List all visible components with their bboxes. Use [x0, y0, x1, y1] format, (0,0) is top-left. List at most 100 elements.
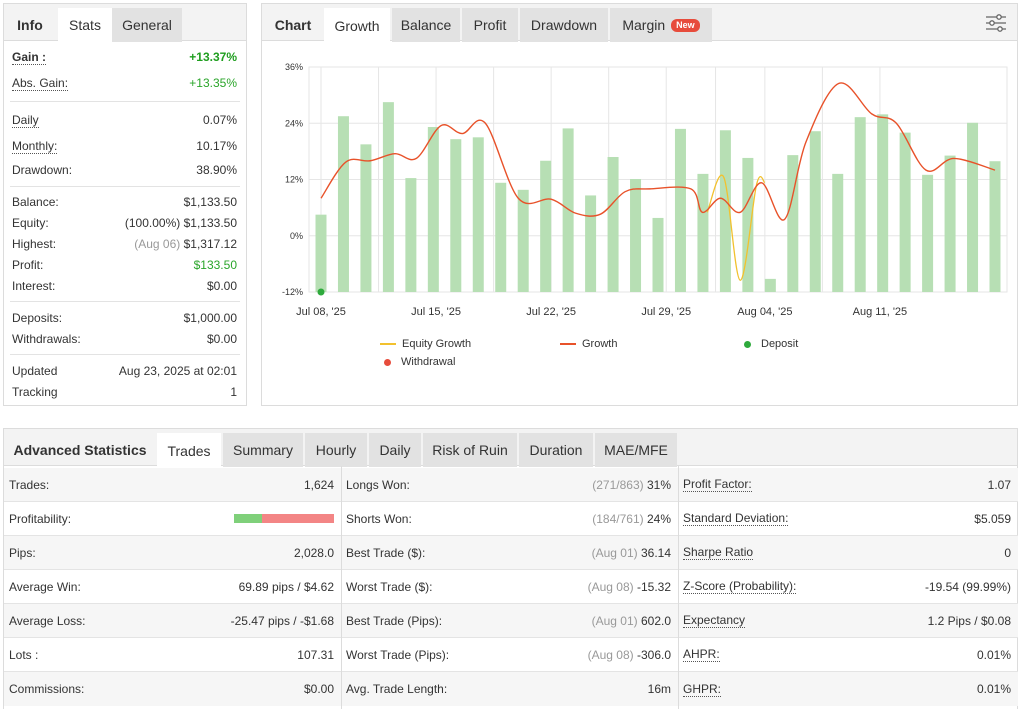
tab-hourly[interactable]: Hourly [305, 433, 367, 467]
tab-stats[interactable]: Stats [58, 8, 112, 42]
shorts-won-value: 24% [646, 511, 671, 526]
tab-trades[interactable]: Trades [157, 433, 221, 468]
chart-bar [607, 157, 619, 292]
new-badge: New [671, 18, 700, 32]
advanced-title: Advanced Statistics [13, 442, 147, 458]
tab-mae-mfe[interactable]: MAE/MFE [595, 433, 677, 467]
stats-tabbar: Info Stats General [4, 4, 246, 42]
equity-growth-line [706, 174, 766, 281]
profitability-bar [234, 514, 334, 523]
chart-bar [315, 214, 327, 292]
table-row: Sharpe Ratio 0 [678, 536, 1018, 570]
tab-chart[interactable]: Chart [274, 17, 312, 33]
longs-won-value-group: (271/863) 31% [592, 478, 671, 492]
tab-drawdown[interactable]: Drawdown [520, 8, 608, 42]
tab-summary[interactable]: Summary [223, 433, 303, 467]
stats-panel: Info Stats General Gain : +13.37% Abs. G… [3, 3, 247, 406]
standard-deviation-label[interactable]: Standard Deviation: [683, 511, 789, 526]
table-row: GHPR: 0.01% [678, 672, 1018, 706]
z-score-value: -19.54 (99.99%) [924, 579, 1011, 594]
chart-bar [630, 179, 642, 292]
commissions-label: Commissions: [9, 682, 85, 696]
profit-factor-label[interactable]: Profit Factor: [683, 477, 752, 492]
tab-general[interactable]: General [112, 8, 182, 42]
interest-value: $0.00 [206, 279, 237, 293]
chart-bar [382, 102, 394, 292]
highest-date: (Aug 06) [134, 237, 181, 251]
chart-panel: Chart Growth Balance Profit Drawdown Mar… [261, 3, 1018, 406]
chart-bar [652, 217, 664, 292]
pips-value: 2,028.0 [293, 545, 334, 560]
withdrawal-legend-label: Withdrawal [401, 356, 456, 368]
equity-percent: (100.00%) [124, 216, 181, 230]
drawdown-label: Drawdown: [12, 163, 73, 177]
expectancy-value: 1.2 Pips / $0.08 [927, 613, 1011, 628]
abs-gain-value: +13.35% [189, 76, 237, 90]
chart-bar [944, 155, 956, 292]
best-trade-usd-value: 36.14 [640, 545, 671, 560]
legend-withdrawal[interactable]: Withdrawal [380, 356, 455, 368]
tab-risk-of-ruin[interactable]: Risk of Ruin [423, 433, 517, 467]
shorts-won-label: Shorts Won: [346, 511, 412, 526]
best-trade-pips-group: (Aug 01) 602.0 [592, 614, 671, 628]
abs-gain-label[interactable]: Abs. Gain: [12, 75, 69, 91]
tab-growth[interactable]: Growth [324, 8, 390, 43]
deposits-value: $1,000.00 [183, 311, 237, 325]
stat-balance: Balance: $1,133.50 [12, 192, 237, 212]
best-trade-pips-date: (Aug 01) [591, 613, 638, 628]
chart-bar [360, 144, 372, 292]
table-row: Best Trade (Pips): (Aug 01) 602.0 [341, 604, 678, 638]
tab-margin[interactable]: Margin New [610, 8, 712, 42]
lots-label: Lots : [9, 647, 39, 662]
stat-deposits: Deposits: $1,000.00 [12, 308, 237, 328]
commissions-value: $0.00 [303, 682, 334, 696]
daily-label[interactable]: Daily [12, 112, 39, 128]
tab-profit[interactable]: Profit [462, 8, 518, 42]
monthly-label[interactable]: Monthly: [12, 138, 58, 154]
stat-gain: Gain : +13.37% [12, 47, 237, 67]
highest-value: $1,317.12 [183, 237, 237, 251]
chart-bar [719, 130, 731, 292]
tab-balance[interactable]: Balance [392, 8, 460, 42]
chart-bar [337, 116, 349, 292]
average-win-label: Average Win: [9, 579, 81, 594]
longs-won-count: (271/863) [592, 477, 644, 492]
tab-duration[interactable]: Duration [519, 433, 593, 467]
chart-settings-icon[interactable] [985, 14, 1007, 32]
table-row: Average Win: 69.89 pips / $4.62 [4, 570, 341, 604]
chart-bar [697, 173, 709, 292]
chart-bar [787, 155, 799, 292]
growth-line [320, 82, 996, 221]
gain-label[interactable]: Gain : [12, 49, 47, 65]
trades-label: Trades: [9, 477, 50, 492]
stat-drawdown: Drawdown: 38.90% [12, 160, 237, 180]
stat-tracking: Tracking 1 [12, 382, 237, 402]
ahpr-label[interactable]: AHPR: [683, 647, 720, 662]
chart-bar [742, 157, 754, 292]
longs-won-value: 31% [646, 477, 671, 492]
sharpe-ratio-label[interactable]: Sharpe Ratio [683, 545, 754, 560]
chart-bar [832, 173, 844, 292]
legend-growth[interactable]: Growth [560, 338, 617, 350]
legend-deposit[interactable]: Deposit [740, 338, 798, 350]
y-tick-label: 0% [290, 231, 303, 241]
chart-bar [562, 128, 574, 292]
ghpr-label[interactable]: GHPR: [683, 681, 722, 697]
worst-trade-usd-label: Worst Trade ($): [346, 579, 433, 594]
growth-chart: 36% 24% 12% 0% -12% Jul 08, '25 Jul 15, '25 Jul… [282, 62, 1008, 318]
table-row: Average Loss: -25.47 pips / -$1.68 [4, 604, 341, 638]
average-win-value: 69.89 pips / $4.62 [238, 579, 334, 594]
legend-equity-growth[interactable]: Equity Growth [380, 338, 471, 350]
x-tick-label: Aug 04, '25 [737, 306, 792, 318]
best-trade-pips-label: Best Trade (Pips): [346, 613, 443, 628]
table-row: Commissions: $0.00 [4, 672, 341, 706]
table-row: Avg. Trade Length: 16m [341, 672, 678, 706]
sharpe-ratio-value: 0 [1004, 545, 1011, 560]
profitability-loss-segment [262, 514, 334, 523]
expectancy-label[interactable]: Expectancy [683, 613, 746, 628]
tab-daily[interactable]: Daily [369, 433, 421, 467]
stat-highest: Highest: (Aug 06) $1,317.12 [12, 234, 237, 254]
z-score-label[interactable]: Z-Score (Probability): [683, 579, 797, 594]
divider [10, 186, 240, 187]
tab-info[interactable]: Info [17, 17, 43, 33]
